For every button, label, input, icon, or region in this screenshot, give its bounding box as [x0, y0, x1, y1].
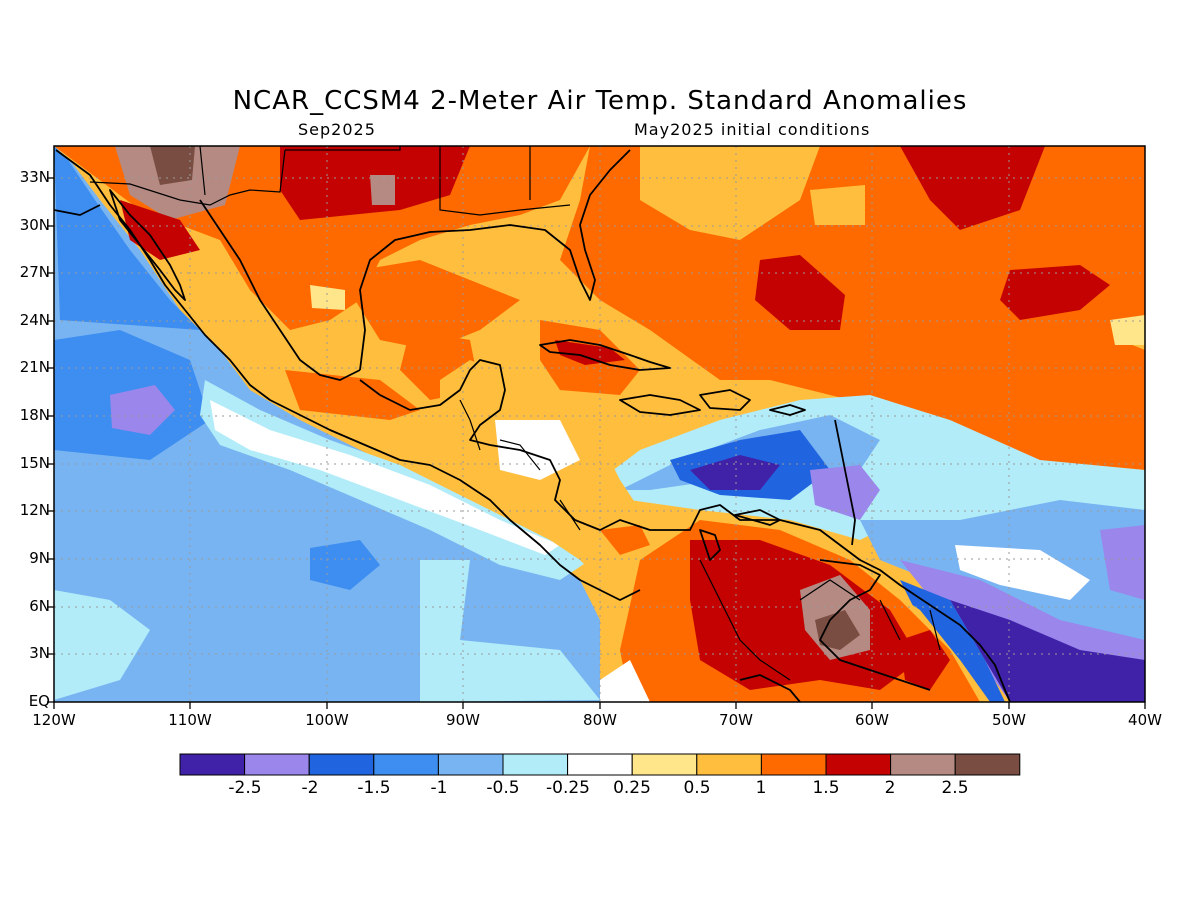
- anomaly-field: [54, 146, 1145, 702]
- colorbar-swatch: [890, 753, 956, 776]
- lon-label: 110W: [168, 711, 212, 729]
- colorbar-label: 1.5: [812, 778, 840, 798]
- lon-label: 70W: [719, 711, 753, 729]
- lat-label: 9N: [29, 549, 50, 567]
- colorbar-swatch: [437, 753, 504, 776]
- colorbar-swatch: [825, 753, 892, 776]
- lat-label: 15N: [19, 454, 50, 472]
- colorbar-label: -1: [430, 778, 448, 798]
- colorbar-label: 0.25: [613, 778, 651, 798]
- political-borders: [89, 146, 941, 681]
- colorbar-label: -2: [301, 778, 319, 798]
- grid-lines: [54, 146, 1145, 702]
- colorbar-swatch: [502, 753, 569, 776]
- colorbar-label: -2.5: [228, 778, 262, 798]
- lat-label: 3N: [29, 644, 50, 662]
- init-conditions-label: May2025 initial conditions: [634, 120, 871, 139]
- colorbar-label: 2.5: [941, 778, 969, 798]
- lon-label: 120W: [32, 711, 76, 729]
- lat-label: 33N: [19, 168, 50, 186]
- valid-month-label: Sep2025: [298, 120, 376, 139]
- colorbar-swatch: [954, 753, 1021, 776]
- colorbar-swatch: [308, 753, 375, 776]
- colorbar-swatch: [373, 753, 439, 776]
- axis-ticks: [47, 177, 1146, 709]
- colorbar-swatch: [179, 753, 246, 776]
- lat-label: 24N: [19, 311, 50, 329]
- lat-label: 21N: [19, 358, 50, 376]
- lon-label: 40W: [1128, 711, 1162, 729]
- lon-label: 100W: [305, 711, 349, 729]
- map-title: NCAR_CCSM4 2-Meter Air Temp. Standard An…: [232, 86, 968, 116]
- colorbar-label: 2: [884, 778, 896, 798]
- lat-label: 12N: [19, 501, 50, 519]
- lat-label: EQ: [28, 692, 50, 710]
- colorbar: [179, 753, 1021, 776]
- colorbar-label: -0.25: [546, 778, 590, 798]
- lat-label: 6N: [29, 597, 50, 615]
- colorbar-label: 1: [755, 778, 767, 798]
- colorbar-swatch: [631, 753, 698, 776]
- lat-label: 27N: [19, 263, 50, 281]
- lat-label: 30N: [19, 216, 50, 234]
- colorbar-swatch: [567, 753, 633, 776]
- colorbar-swatch: [696, 753, 762, 776]
- lon-label: 50W: [992, 711, 1026, 729]
- lat-label: 18N: [19, 406, 50, 424]
- coastlines: [54, 149, 1011, 702]
- colorbar-swatch: [760, 753, 827, 776]
- colorbar-swatch: [244, 753, 310, 776]
- colorbar-label: -1.5: [357, 778, 391, 798]
- lon-label: 90W: [446, 711, 480, 729]
- lon-label: 60W: [855, 711, 889, 729]
- lon-label: 80W: [583, 711, 617, 729]
- colorbar-label: -0.5: [486, 778, 520, 798]
- colorbar-label: 0.5: [683, 778, 711, 798]
